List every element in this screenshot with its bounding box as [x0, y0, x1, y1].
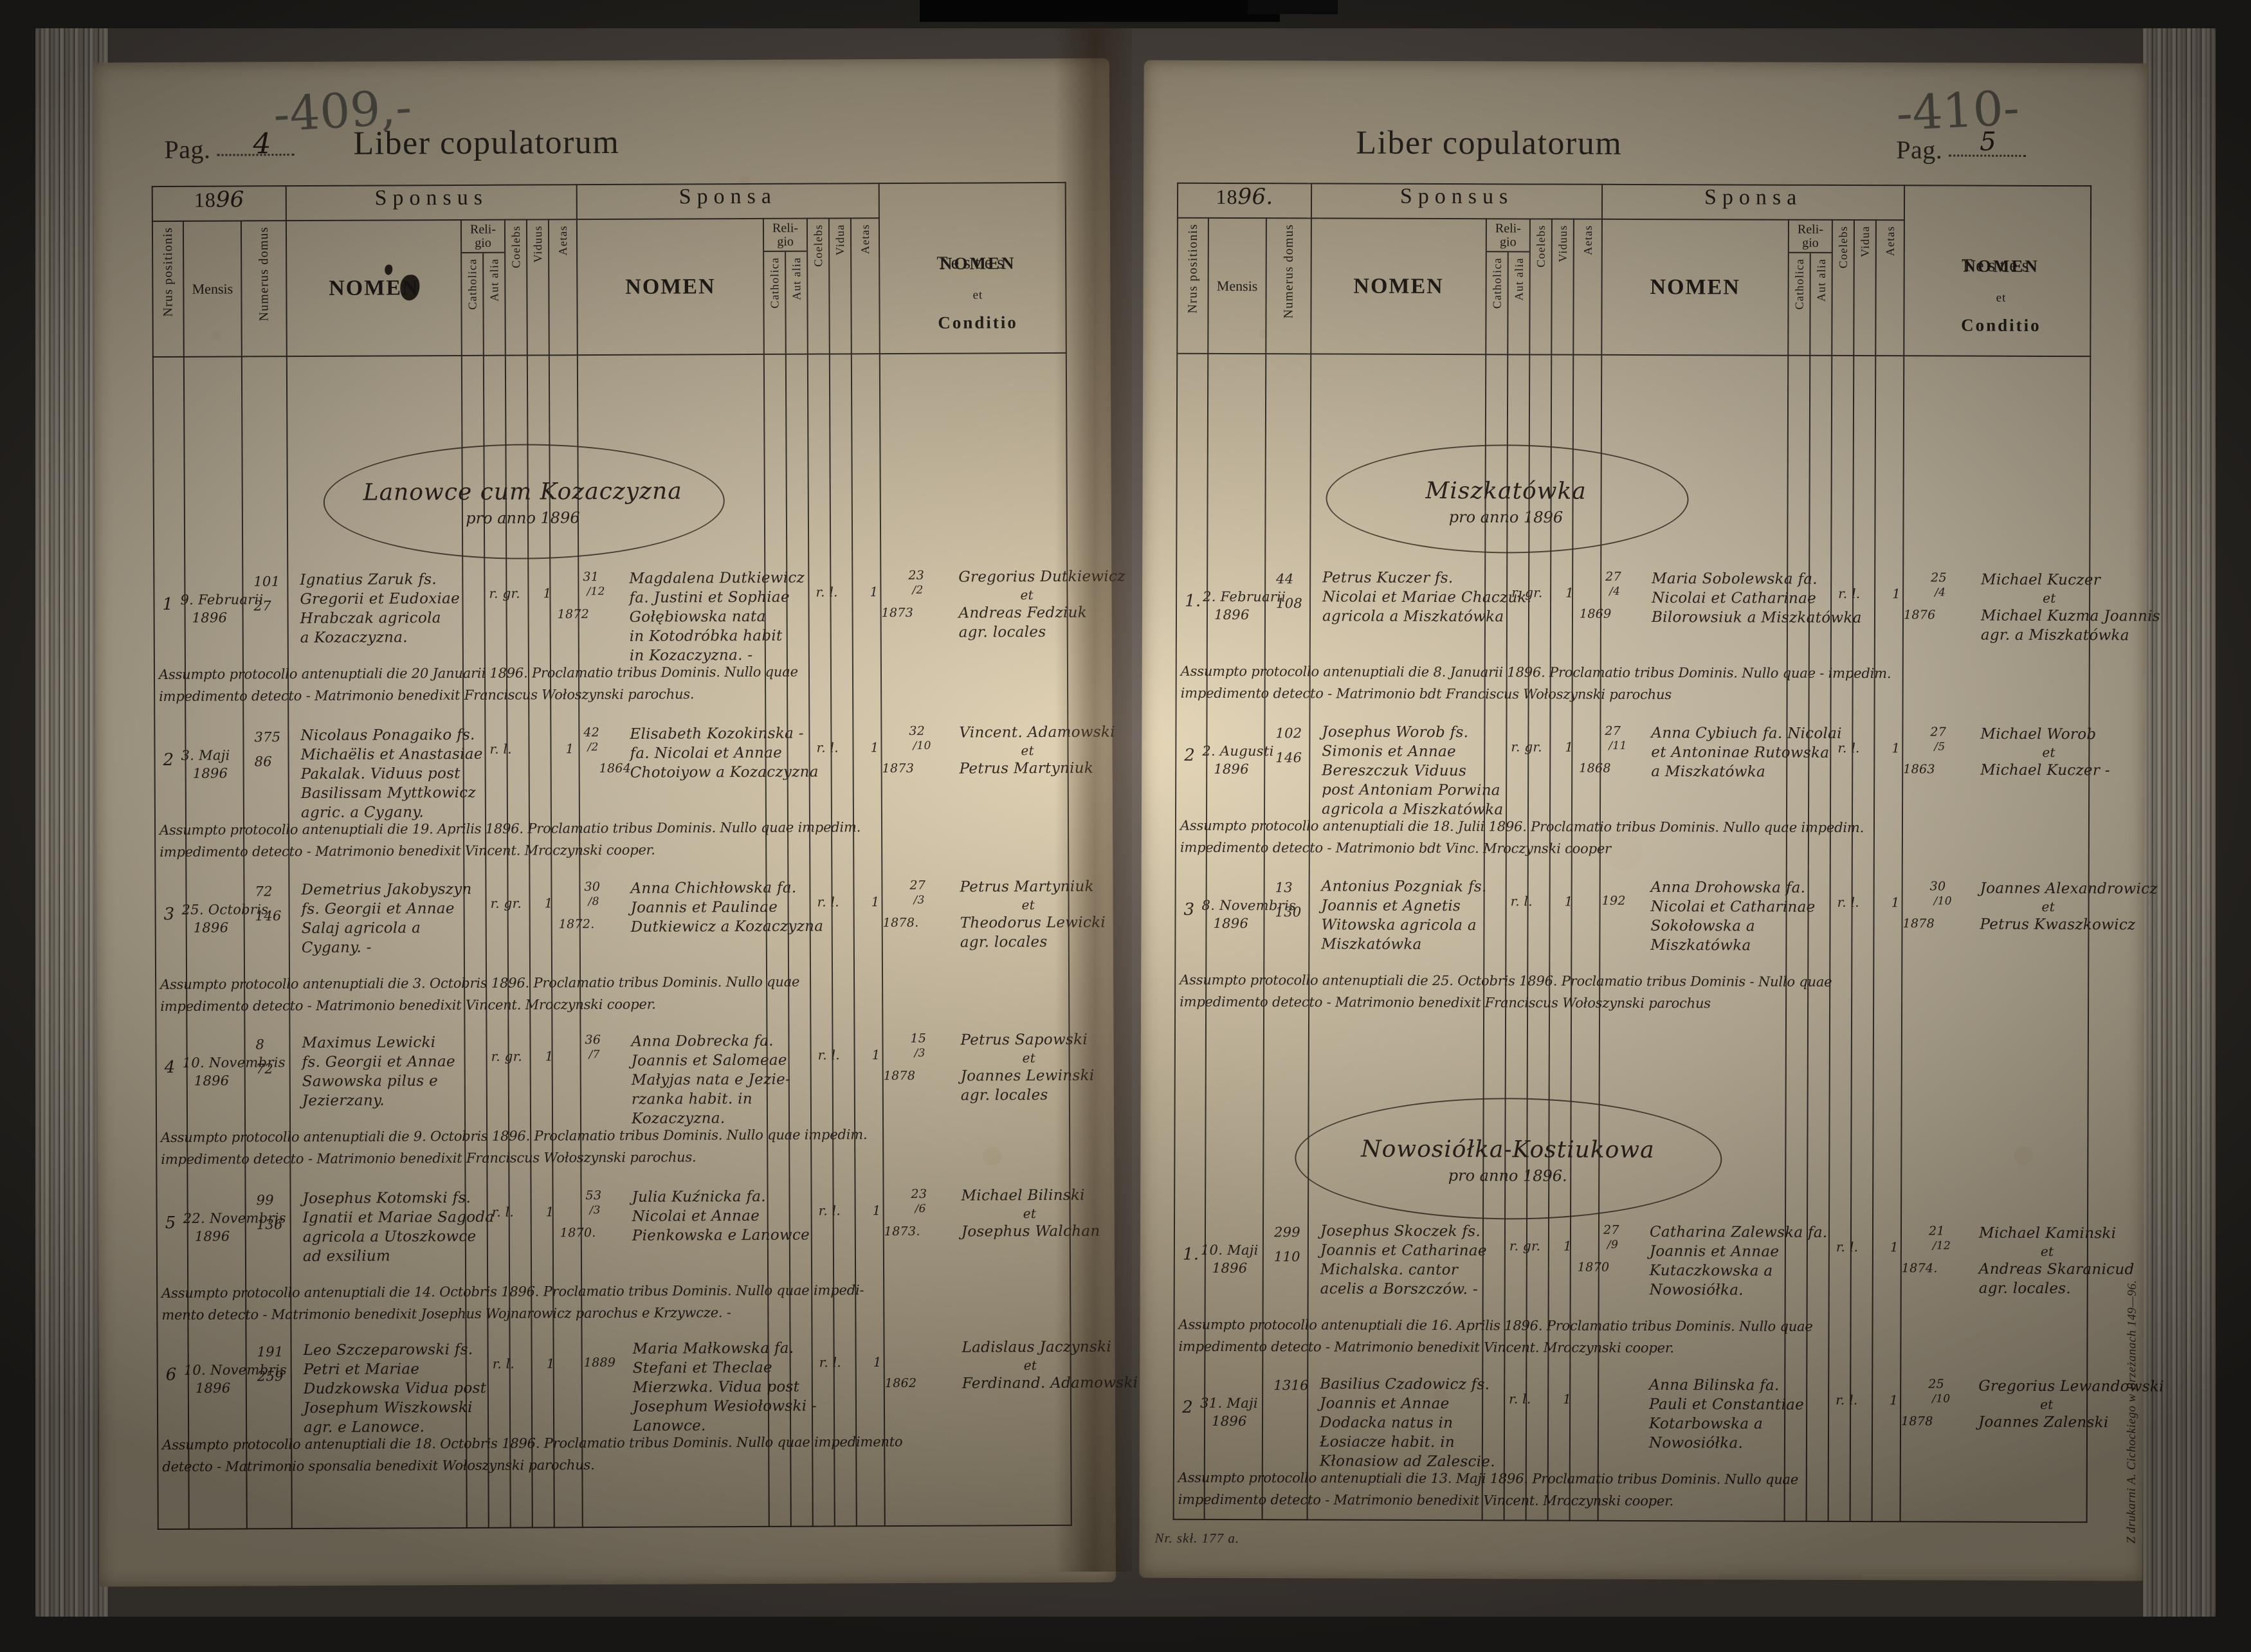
page-edge — [2147, 28, 2153, 1617]
scanner-shadow-bar — [920, 0, 1280, 22]
page-edge — [45, 28, 50, 1617]
register-entry-row: 3 25. Octobris 1896 72 146 Demetrius Jakobysz… — [160, 878, 1106, 1015]
register-entry-row: 2 3. Maji 1896 375 86 Nicolaus Ponagaiko fs. M… — [159, 723, 1115, 860]
form-number-label: Nr. skł. 177 a. — [1154, 1530, 1240, 1547]
page-edge — [2201, 28, 2206, 1617]
page-edge — [2142, 28, 2147, 1617]
page-edge — [2196, 28, 2201, 1617]
right-page: Liber copulatorum Pag. 5 -410- — [1139, 60, 2164, 1581]
printer-imprint: Z drukarni A. Cichockiego w Brzeżanach 1… — [2124, 1280, 2139, 1544]
page-edge — [2211, 28, 2216, 1617]
register-entry-row: 1. 10. Maji 1896 299 110 Josephus Skoczek fs.… — [1178, 1222, 2135, 1356]
page-edge — [40, 28, 45, 1617]
register-entry-row: 1. 2. Februarii 1896 44 108 Petrus Kuczer fs.… — [1180, 569, 2160, 703]
page-edge — [55, 28, 60, 1617]
page-edge — [79, 28, 84, 1617]
scanner-shadow-bar-secondary — [1248, 0, 1338, 14]
register-entry-row: 2 31. Maji 1896 1316 Basilius Czadowicz fs. J… — [1178, 1375, 2164, 1509]
register-entry-row: 3 8. Novembris 1896 13 130 Antonius Pozgniak … — [1180, 878, 2158, 1012]
page-edge — [2187, 28, 2191, 1617]
page-edge — [35, 28, 40, 1617]
page-edge — [74, 28, 79, 1617]
page-edge — [2176, 28, 2182, 1617]
page-edge — [2182, 28, 2187, 1617]
register-entry-row: 5 22. Novembris 1896 99 136 Josephus Kotomski… — [161, 1186, 1100, 1323]
register-entry-row: 4 10. Novembris 1896 8 72 Maximus Lewicki fs. … — [161, 1031, 1095, 1168]
page-edge — [2191, 28, 2196, 1617]
register-entry-row: 6 10. Novembris 1896 191 259 Leo Szczeparowsk… — [162, 1338, 1138, 1475]
left-page: Pag. 4 -409,- Liber copulatorum — [93, 58, 1138, 1587]
register-entry-row: 2 2. Augusti 1896 102 146 Josephus Worob fs. S… — [1180, 723, 2110, 857]
page-edge — [50, 28, 55, 1617]
page-edge — [2172, 28, 2177, 1617]
left-entries-layer: 1 9. Februarii 1896 101 27 Ignatius Zaruk fs.… — [151, 59, 1138, 1529]
page-edge — [89, 28, 94, 1617]
register-entry-row: 1 9. Februarii 1896 101 27 Ignatius Zaruk fs.… — [158, 568, 1126, 705]
open-book: Pag. 4 -409,- Liber copulatorum — [35, 28, 2216, 1617]
page-edge — [2206, 28, 2211, 1617]
page-edge — [2152, 28, 2157, 1617]
page-edge — [64, 28, 69, 1617]
page-edge — [60, 28, 64, 1617]
page-edge — [84, 28, 89, 1617]
page-edge — [2162, 28, 2167, 1617]
page-edge — [69, 28, 75, 1617]
right-entries-layer: 1. 2. Februarii 1896 44 108 Petrus Kuczer fs.… — [1173, 60, 2164, 1529]
page-edge — [2157, 28, 2162, 1617]
page-edges-right — [2138, 28, 2216, 1617]
page-edge — [2167, 28, 2172, 1617]
